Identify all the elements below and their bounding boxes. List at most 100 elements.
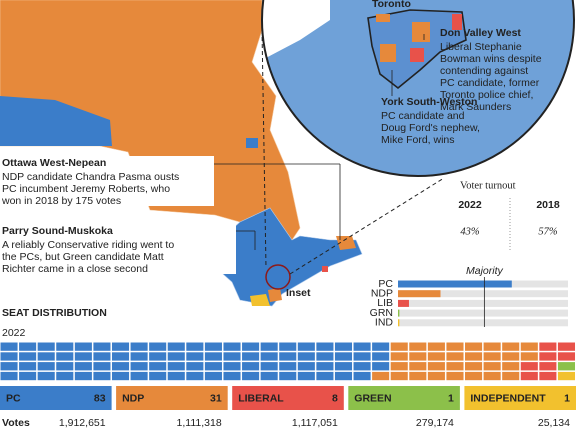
annotation-text: Richter came in a close second	[2, 263, 148, 275]
seat	[0, 342, 18, 351]
bar-label: IND	[375, 317, 394, 329]
riding-orange	[336, 236, 356, 250]
seat	[279, 362, 297, 371]
seat	[409, 352, 427, 361]
seat	[297, 362, 315, 371]
annotation-title: York South-Weston	[381, 96, 477, 108]
seat	[186, 342, 204, 351]
seat	[520, 371, 538, 381]
seat	[56, 371, 74, 381]
connector	[289, 177, 445, 275]
annotation-text: contending against	[440, 65, 528, 77]
party-votes: 25,134	[538, 417, 570, 429]
riding-red	[452, 14, 462, 30]
seat	[539, 371, 557, 381]
seat	[19, 352, 37, 361]
seat	[446, 371, 464, 381]
seat	[149, 371, 167, 381]
seat	[149, 352, 167, 361]
seat	[37, 371, 55, 381]
seat	[465, 352, 483, 361]
turnout-title: Voter turnout	[460, 180, 516, 191]
seat	[520, 352, 538, 361]
bar-track	[398, 290, 568, 298]
reference-label: Majority	[466, 265, 504, 277]
turnout-year: 2018	[536, 199, 560, 211]
party-name: PC	[6, 392, 21, 404]
seat	[390, 362, 408, 371]
seat	[334, 371, 353, 381]
party-box	[232, 386, 344, 410]
seat	[0, 352, 18, 361]
annotation-text: Toronto police chief,	[440, 89, 533, 101]
seat	[372, 342, 390, 351]
seat	[167, 342, 185, 351]
seat	[19, 362, 37, 371]
seat	[56, 342, 74, 351]
seat	[557, 371, 575, 381]
seat	[483, 371, 501, 381]
bar	[398, 290, 441, 298]
seat	[93, 352, 111, 361]
seat	[557, 342, 575, 351]
annotation-text: PC incumbent Jeremy Roberts, who	[2, 183, 170, 195]
party-votes: 1,912,651	[59, 417, 106, 429]
annotation-text: Liberal Stephanie	[440, 41, 522, 53]
seat	[19, 371, 37, 381]
inset	[262, 0, 574, 176]
riding-yellow	[250, 294, 270, 306]
seat	[539, 352, 557, 361]
bar-label: GRN	[370, 307, 393, 319]
seat	[502, 371, 520, 381]
seat	[502, 352, 520, 361]
seat	[223, 342, 241, 351]
annotation-text: PC candidate and	[381, 110, 465, 122]
annotation-text: A reliably Conservative riding went to	[2, 239, 174, 251]
annotation-title: Don Valley West	[440, 27, 521, 39]
seat	[242, 352, 260, 361]
inset-frame	[261, 0, 575, 177]
seat	[223, 371, 241, 381]
section-title: SEAT DISTRIBUTION	[2, 307, 107, 319]
seat	[37, 342, 55, 351]
seat	[465, 342, 483, 351]
seat	[409, 342, 427, 351]
seat	[334, 362, 353, 371]
seat	[520, 342, 538, 351]
seat	[93, 362, 111, 371]
seat	[279, 352, 297, 361]
seat	[74, 362, 92, 371]
seat	[111, 342, 130, 351]
inset-locator	[265, 264, 291, 290]
seat	[0, 362, 18, 371]
party-name: GREEN	[354, 392, 391, 404]
seat	[502, 362, 520, 371]
seat	[260, 342, 278, 351]
seat	[223, 362, 241, 371]
seat	[483, 352, 501, 361]
region-northwest-blue	[0, 96, 112, 146]
riding-blue	[246, 138, 258, 148]
bar-track	[398, 319, 568, 327]
seat	[316, 352, 334, 361]
party-seats: 83	[94, 392, 106, 404]
seat	[409, 362, 427, 371]
annotation-title: Parry Sound-Muskoka	[2, 225, 113, 237]
seat	[446, 352, 464, 361]
seat	[223, 352, 241, 361]
party-name: NDP	[122, 392, 144, 404]
bar-label: PC	[378, 278, 393, 290]
seat	[557, 362, 575, 371]
seat	[465, 362, 483, 371]
seat	[111, 352, 130, 361]
seat	[353, 352, 371, 361]
lake	[262, 0, 330, 60]
annotation-text: PC candidate, former	[440, 77, 540, 89]
party-votes: 279,174	[416, 417, 454, 429]
seat	[520, 362, 538, 371]
seat	[56, 352, 74, 361]
seat	[483, 362, 501, 371]
party-name: INDEPENDENT	[470, 392, 546, 404]
region-south	[213, 207, 363, 307]
